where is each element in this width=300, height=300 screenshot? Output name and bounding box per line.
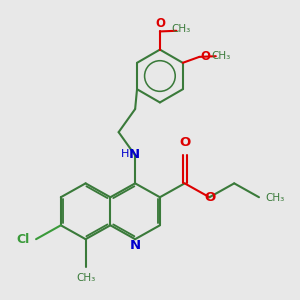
Text: O: O: [205, 191, 216, 204]
Text: CH₃: CH₃: [265, 193, 284, 203]
Text: H: H: [121, 149, 129, 159]
Text: O: O: [201, 50, 211, 63]
Text: N: N: [130, 238, 141, 252]
Text: O: O: [180, 136, 191, 149]
Text: CH₃: CH₃: [212, 51, 231, 61]
Text: CH₃: CH₃: [76, 273, 96, 283]
Text: N: N: [129, 148, 140, 161]
Text: Cl: Cl: [17, 233, 30, 246]
Text: O: O: [155, 17, 165, 31]
Text: CH₃: CH₃: [172, 24, 191, 34]
